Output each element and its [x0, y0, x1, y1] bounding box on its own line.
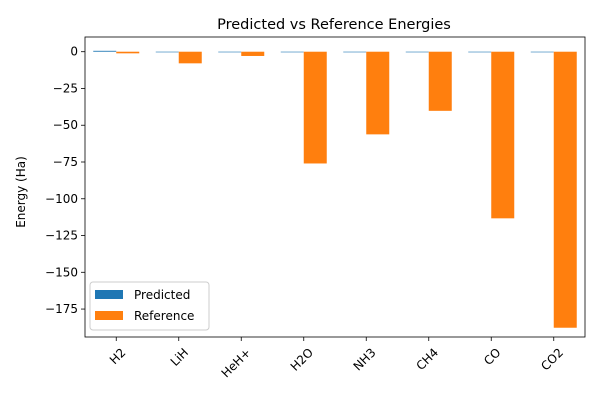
plot-frame [84, 36, 586, 338]
bar-reference-ch4 [428, 51, 452, 111]
bar-predicted-lih [155, 51, 179, 53]
bar-reference-nh3 [366, 51, 390, 135]
y-tick-label: −125 [45, 229, 78, 243]
bar-predicted-h2o [280, 51, 304, 53]
y-tick-label: −75 [53, 155, 78, 169]
bar-reference-hehplus [241, 51, 265, 56]
chart-title: Predicted vs Reference Energies [217, 17, 451, 33]
bar-reference-h2o [303, 51, 327, 164]
y-tick-label: 0 [70, 45, 78, 59]
y-axis-label: Energy (Ha) [14, 156, 28, 228]
legend: Predicted Reference [89, 281, 210, 331]
y-tick-label: −175 [45, 302, 78, 316]
bar-reference-h2 [116, 51, 140, 54]
legend-swatch-predicted [95, 290, 123, 299]
legend-swatch-reference [95, 311, 123, 320]
bar-predicted-ch4 [405, 51, 429, 53]
legend-label-predicted: Predicted [134, 288, 190, 302]
bar-predicted-h2 [93, 50, 117, 52]
bar-reference-lih [178, 51, 202, 64]
bars-layer [93, 50, 577, 328]
y-axis: 0 −25 −50 −75 −100 −125 −150 −175 [45, 45, 85, 316]
y-tick-label: −150 [45, 265, 78, 279]
bar-reference-co2 [553, 51, 577, 328]
y-tick-label: −25 [53, 81, 78, 95]
y-tick-label: −100 [45, 192, 78, 206]
bar-predicted-nh3 [343, 51, 367, 53]
bar-predicted-co2 [530, 51, 554, 53]
legend-label-reference: Reference [134, 309, 194, 323]
bar-predicted-co [468, 51, 492, 53]
bar-predicted-hehplus [218, 51, 242, 53]
y-tick-label: −50 [53, 118, 78, 132]
bar-reference-co [491, 51, 515, 219]
